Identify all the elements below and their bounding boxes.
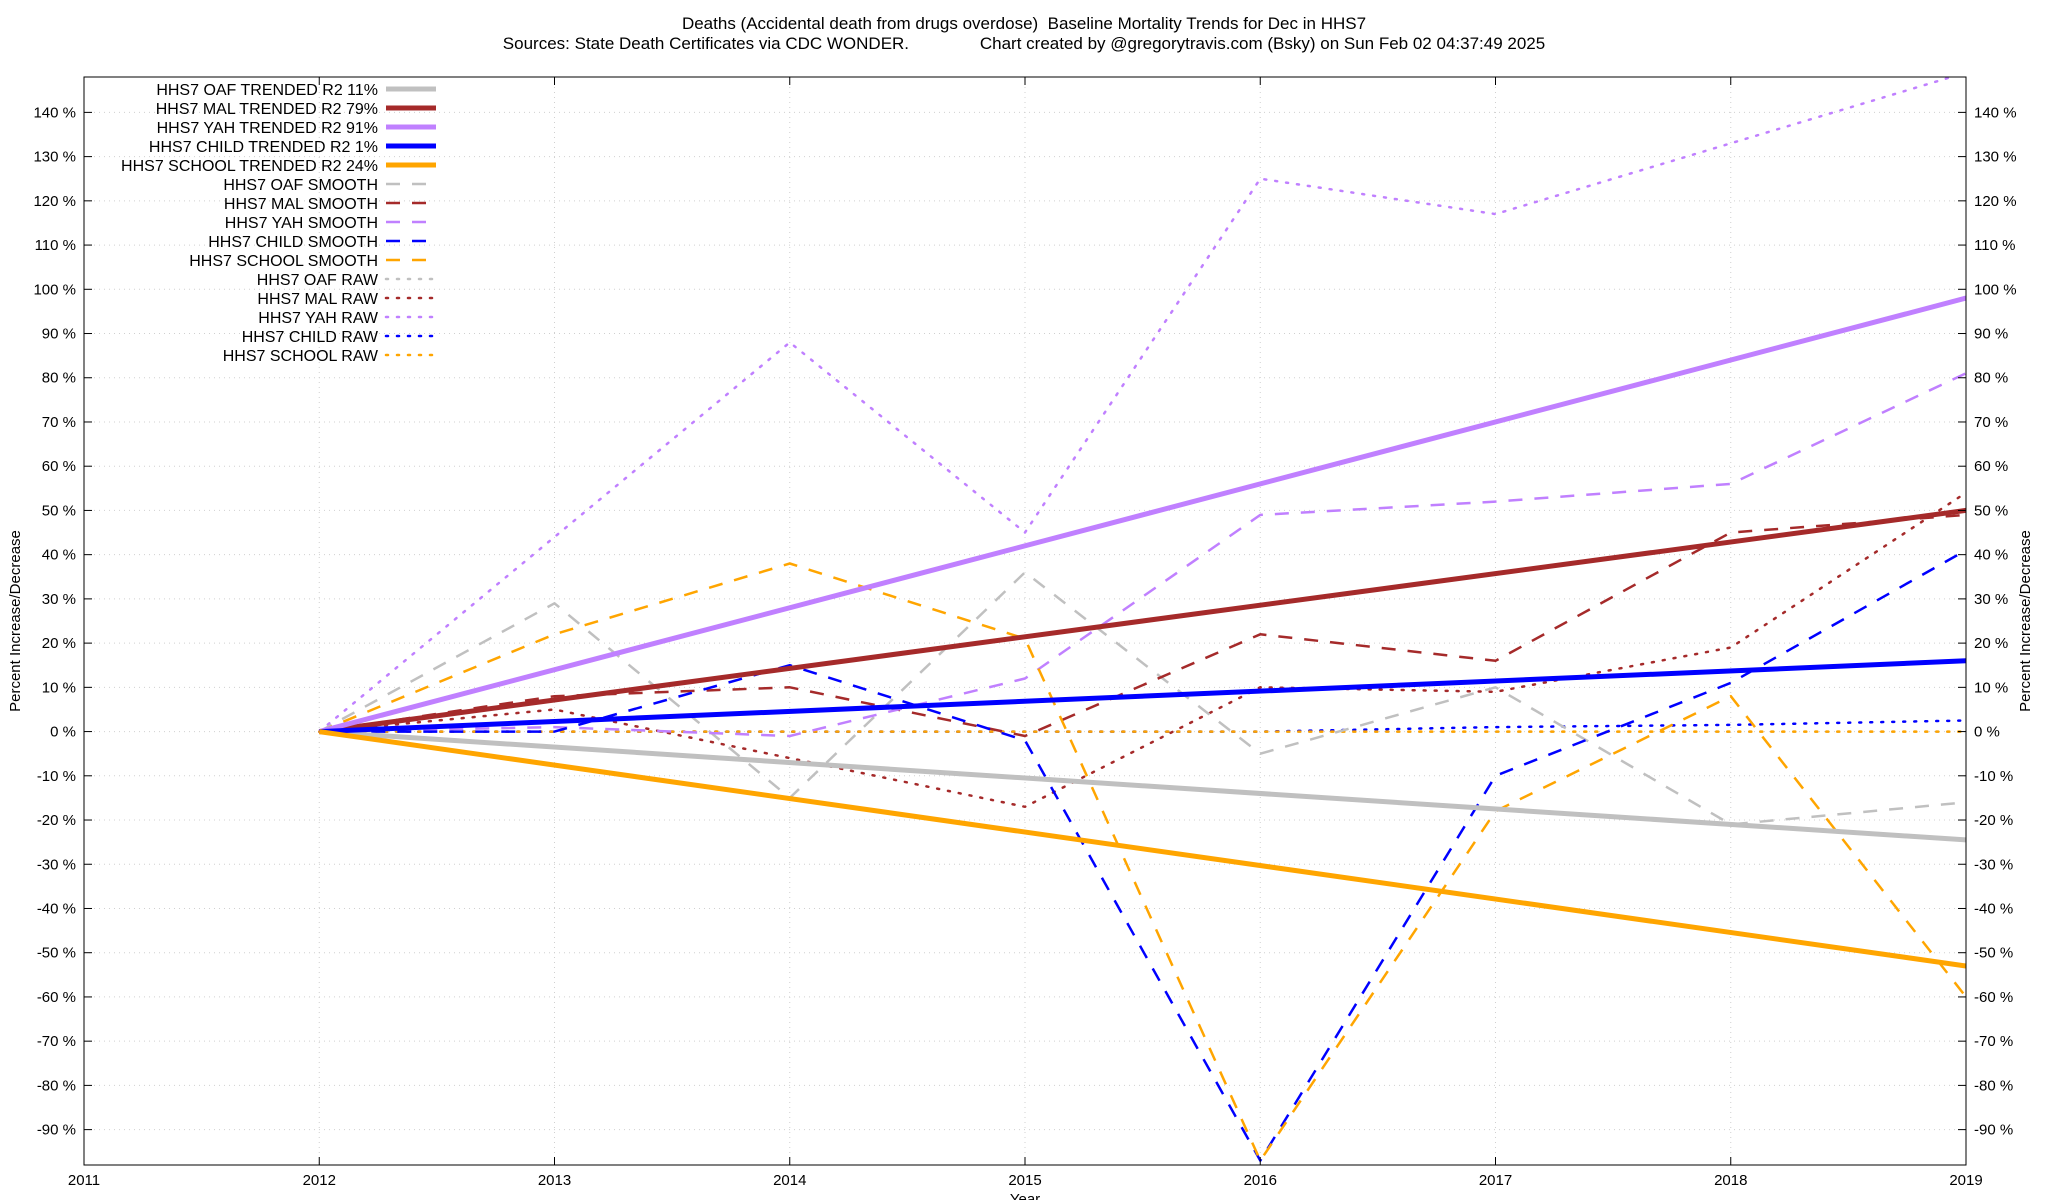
x-tick-label: 2014 xyxy=(773,1172,806,1189)
y-tick-label-left: -90 % xyxy=(37,1122,76,1139)
legend-label: HHS7 OAF SMOOTH xyxy=(223,177,378,194)
y-tick-label-right: -40 % xyxy=(1974,900,2013,917)
y-tick-label-left: 20 % xyxy=(42,635,76,652)
y-tick-label-left: -40 % xyxy=(37,900,76,917)
y-tick-label-left: 30 % xyxy=(42,591,76,608)
x-tick-label: 2011 xyxy=(68,1172,100,1189)
legend-label: HHS7 YAH SMOOTH xyxy=(225,215,378,232)
grid xyxy=(83,77,1967,1165)
series-hhs7-mal-trended-r2-79 xyxy=(318,507,1966,735)
y-tick-label-right: 110 % xyxy=(1974,237,2015,254)
series-hhs7-yah-trended-r2-91 xyxy=(318,295,1966,735)
legend-label: HHS7 OAF RAW xyxy=(257,272,379,289)
y-axis-label-left: Percent Increase/Decrease xyxy=(7,530,24,712)
legend-label: HHS7 MAL RAW xyxy=(257,291,379,308)
x-tick-label: 2016 xyxy=(1244,1172,1277,1189)
x-axis-label: Year xyxy=(1010,1191,1040,1200)
legend-label: HHS7 MAL TRENDED R2 79% xyxy=(156,101,378,118)
series-hhs7-child-smooth xyxy=(319,549,1966,1162)
series-hhs7-mal-smooth xyxy=(319,513,1966,738)
y-tick-label-right: -10 % xyxy=(1974,768,2013,785)
series-hhs7-school-trended-r2-24 xyxy=(318,729,1966,969)
y-tick-label-left: 70 % xyxy=(42,414,76,431)
series-hhs7-yah-smooth xyxy=(319,372,1966,738)
y-tick-label-right: 140 % xyxy=(1974,104,2017,121)
y-tick-label-left: -60 % xyxy=(37,989,76,1006)
y-tick-label-right: 90 % xyxy=(1974,326,2008,343)
y-tick-label-right: -70 % xyxy=(1974,1033,2013,1050)
y-tick-label-right: -20 % xyxy=(1974,812,2013,829)
series-hhs7-child-trended-r2-1 xyxy=(319,658,1966,735)
x-tick-label: 2017 xyxy=(1479,1172,1512,1189)
y-axis-label-right: Percent Increase/Decrease xyxy=(2017,530,2034,712)
legend-label: HHS7 SCHOOL RAW xyxy=(223,348,379,365)
y-tick-label-left: 120 % xyxy=(33,193,76,210)
y-tick-label-left: -30 % xyxy=(37,856,76,873)
y-tick-label-left: -70 % xyxy=(37,1033,76,1050)
x-tick-label: 2012 xyxy=(303,1172,336,1189)
chart-subtitle: Sources: State Death Certificates via CD… xyxy=(502,34,1546,53)
y-tick-label-left: 40 % xyxy=(42,547,76,564)
y-tick-label-right: 120 % xyxy=(1974,193,2017,210)
y-tick-label-right: 0 % xyxy=(1974,724,2000,741)
y-tick-label-right: 50 % xyxy=(1974,502,2008,519)
axis-ticks: -90 % -80 % -70 % -60 % -50 % -40 % -30 % -20 %… xyxy=(33,77,2017,1189)
legend-label: HHS7 YAH RAW xyxy=(258,310,379,327)
y-tick-label-right: 70 % xyxy=(1974,414,2008,431)
y-tick-label-left: 110 % xyxy=(35,237,76,254)
y-tick-label-right: 60 % xyxy=(1974,458,2008,475)
y-tick-label-left: -50 % xyxy=(37,945,76,962)
legend-label: HHS7 MAL SMOOTH xyxy=(224,196,378,213)
legend-label: HHS7 OAF TRENDED R2 11% xyxy=(156,82,378,99)
legend-label: HHS7 CHILD RAW xyxy=(242,329,379,346)
x-tick-label: 2015 xyxy=(1008,1172,1041,1189)
chart-title: Deaths (Accidental death from drugs over… xyxy=(681,14,1367,33)
y-tick-label-right: -90 % xyxy=(1974,1122,2013,1139)
y-tick-label-right: -80 % xyxy=(1974,1077,2013,1094)
y-tick-label-right: 130 % xyxy=(1974,149,2017,166)
y-tick-label-right: 80 % xyxy=(1974,370,2008,387)
y-tick-label-right: 40 % xyxy=(1974,547,2008,564)
x-tick-label: 2013 xyxy=(538,1172,571,1189)
y-tick-label-left: 50 % xyxy=(42,502,76,519)
y-tick-label-left: 10 % xyxy=(42,679,76,696)
y-tick-label-right: 30 % xyxy=(1974,591,2008,608)
legend: HHS7 OAF TRENDED R2 11% HHS7 MAL TRENDED … xyxy=(121,82,438,365)
y-tick-label-right: -50 % xyxy=(1974,945,2013,962)
series-hhs7-oaf-smooth xyxy=(318,571,1966,826)
x-tick-label: 2018 xyxy=(1714,1172,1747,1189)
series-hhs7-school-smooth xyxy=(318,562,1966,1162)
series-hhs7-oaf-trended-r2-11 xyxy=(319,729,1966,843)
y-tick-label-left: -10 % xyxy=(37,768,76,785)
series-lines xyxy=(318,77,1966,1162)
y-tick-label-right: 10 % xyxy=(1974,679,2008,696)
legend-label: HHS7 SCHOOL SMOOTH xyxy=(189,253,378,270)
y-tick-label-right: 20 % xyxy=(1974,635,2008,652)
x-tick-label: 2019 xyxy=(1949,1172,1982,1189)
y-tick-label-left: 60 % xyxy=(42,458,76,475)
y-tick-label-left: 0 % xyxy=(50,724,76,741)
series-hhs7-yah-raw xyxy=(318,77,1956,733)
y-tick-label-left: 140 % xyxy=(33,104,76,121)
legend-label: HHS7 CHILD SMOOTH xyxy=(208,234,378,251)
y-tick-label-right: -30 % xyxy=(1974,856,2013,873)
y-tick-label-left: 130 % xyxy=(33,149,76,166)
legend-label: HHS7 SCHOOL TRENDED R2 24% xyxy=(121,158,378,175)
y-tick-label-left: 80 % xyxy=(42,370,76,387)
legend-label: HHS7 YAH TRENDED R2 91% xyxy=(157,120,378,137)
y-tick-label-left: -80 % xyxy=(37,1077,76,1094)
legend-label: HHS7 CHILD TRENDED R2 1% xyxy=(149,139,378,156)
y-tick-label-right: -60 % xyxy=(1974,989,2013,1006)
y-tick-label-left: 90 % xyxy=(42,326,76,343)
y-tick-label-right: 100 % xyxy=(1974,281,2017,298)
y-tick-label-left: -20 % xyxy=(37,812,76,829)
y-tick-label-left: 100 % xyxy=(33,281,76,298)
